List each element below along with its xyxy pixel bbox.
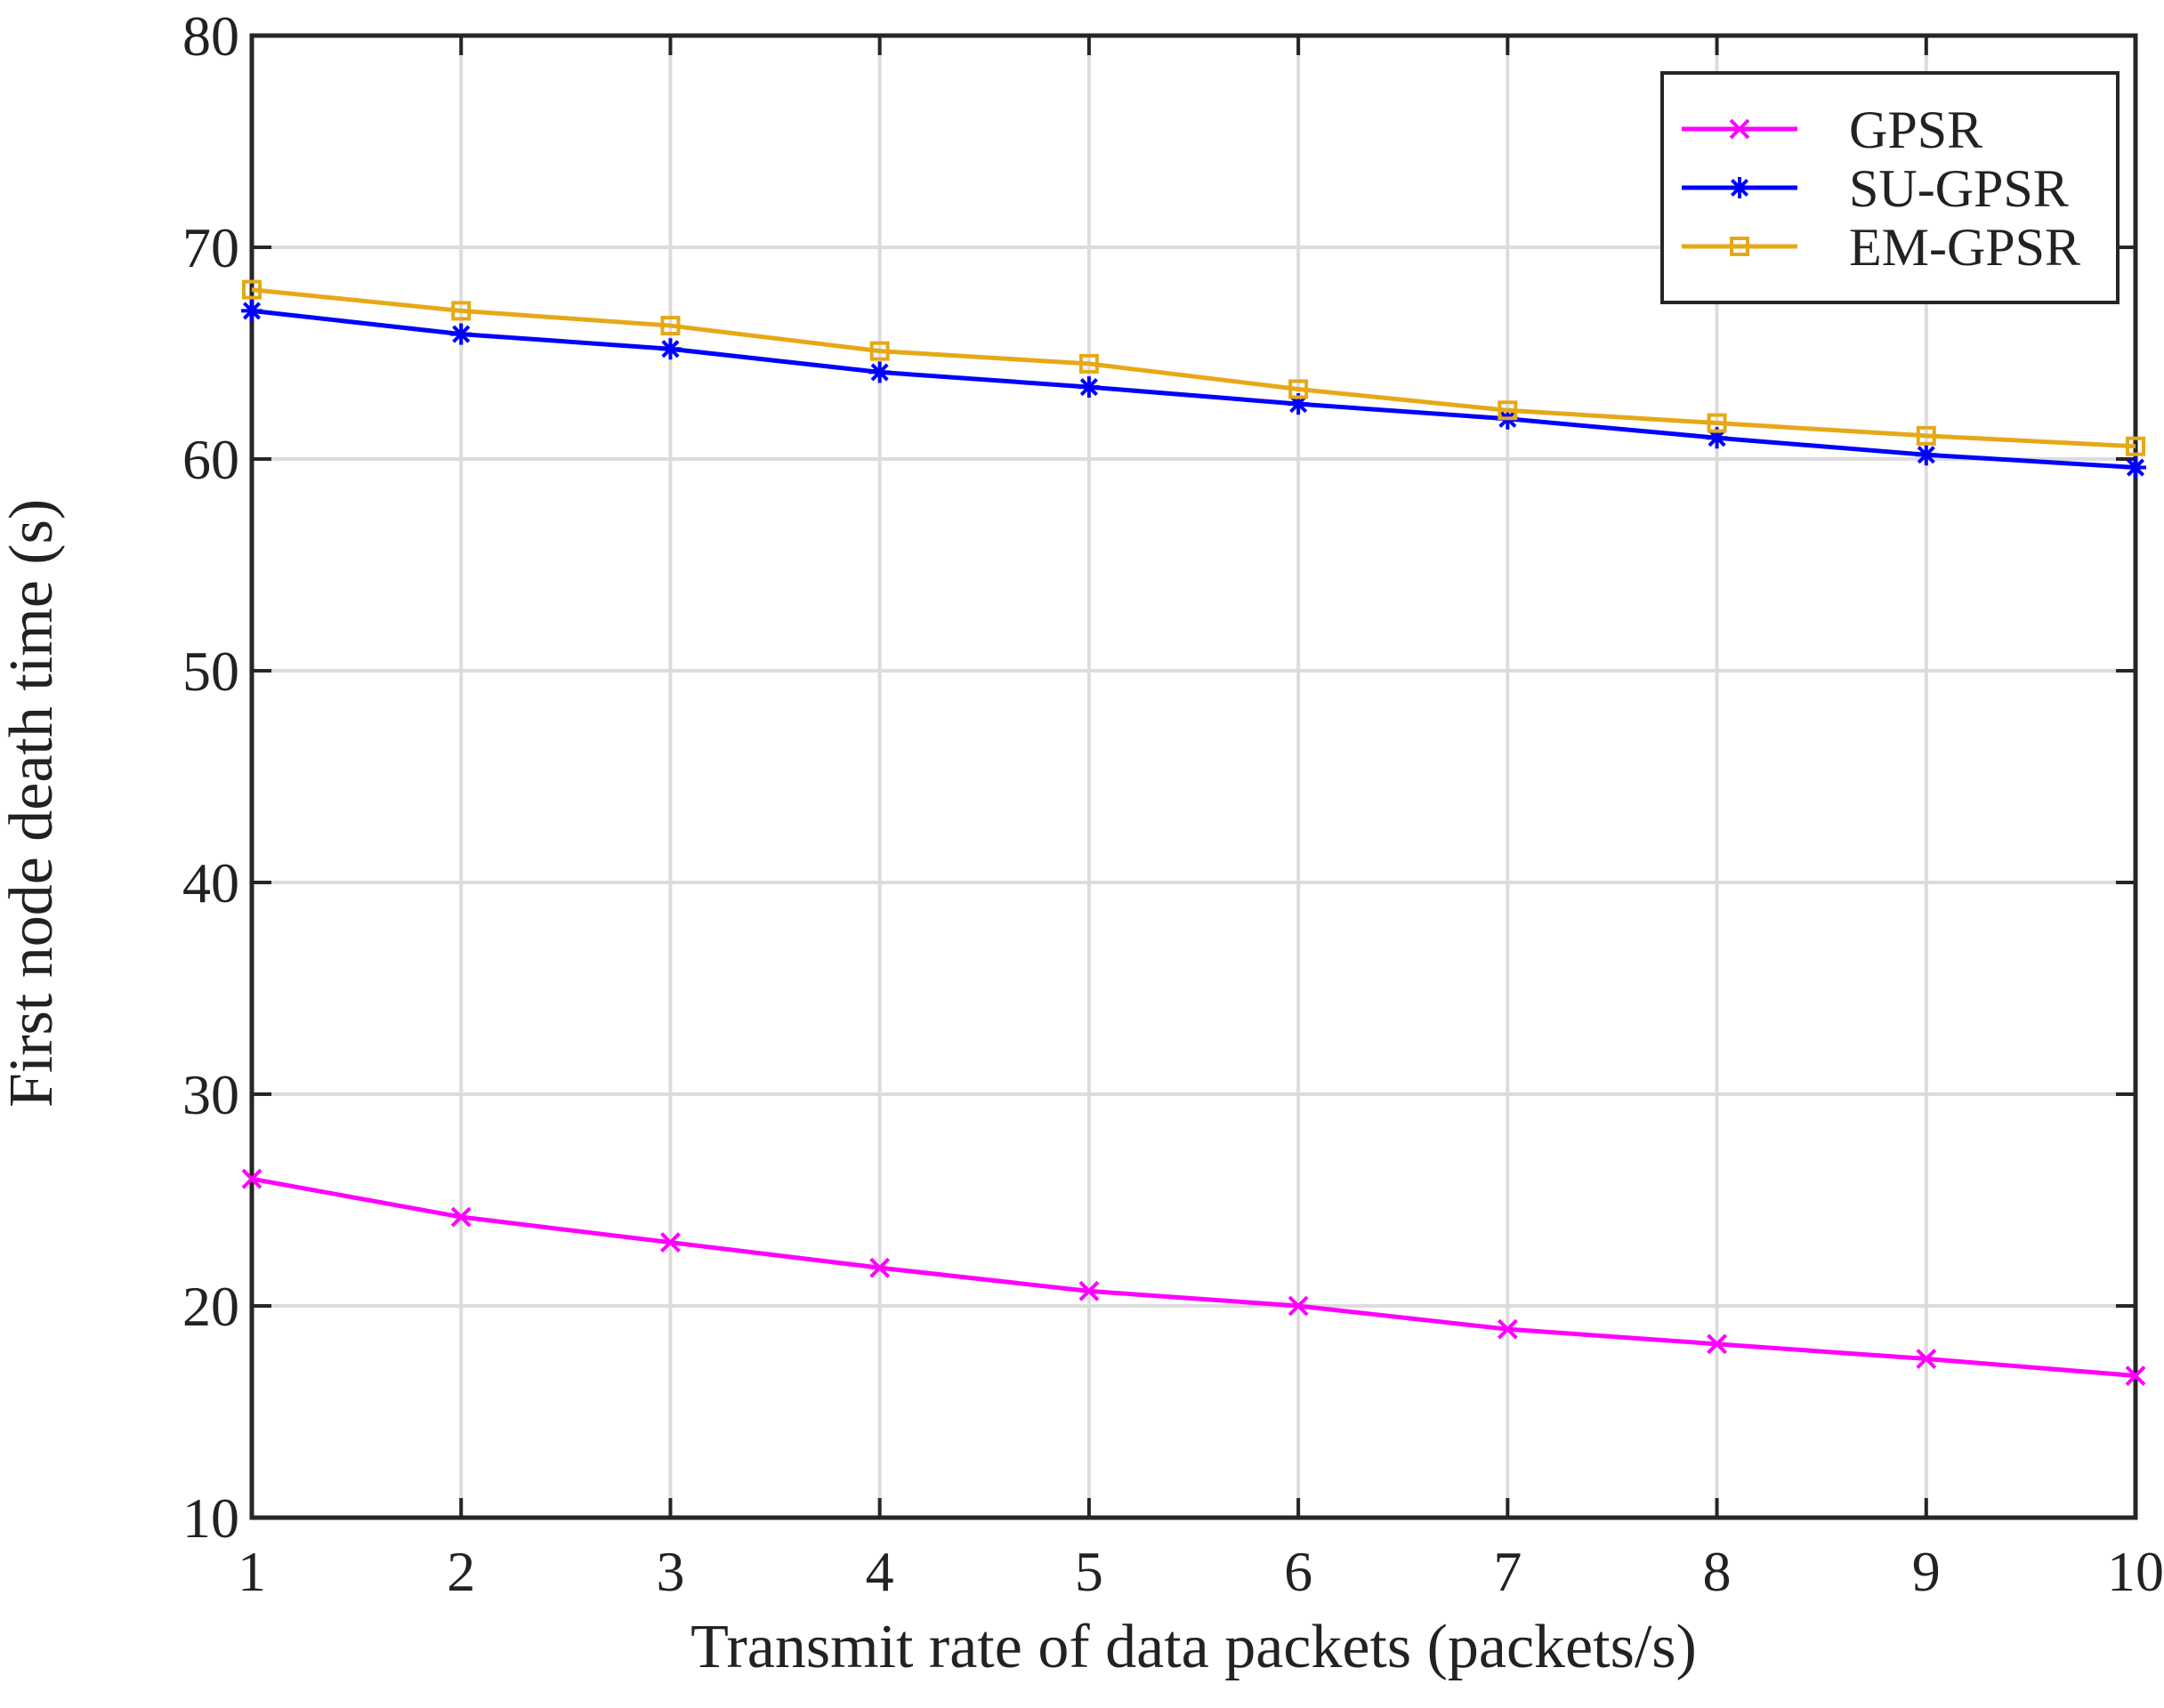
data-point — [1497, 1318, 1518, 1340]
data-point — [1916, 1349, 1937, 1369]
marker-stroke — [1730, 178, 1749, 197]
x-tick-label: 1 — [238, 1540, 266, 1603]
marker-stroke — [1917, 446, 1935, 464]
x-axis-title: Transmit rate of data packets (packets/s… — [690, 1613, 1697, 1681]
data-point — [660, 1232, 681, 1253]
legend-label: EM-GPSR — [1849, 218, 2080, 277]
marker-stroke — [1916, 1349, 1937, 1369]
legend-swatch-marker — [1730, 237, 1749, 256]
data-point — [660, 316, 681, 336]
data-point — [868, 361, 891, 383]
marker-stroke — [1078, 353, 1099, 374]
data-point — [1078, 1280, 1100, 1301]
marker-stroke — [869, 341, 890, 361]
data-point — [450, 323, 472, 345]
data-point — [659, 338, 682, 360]
data-point — [2125, 1366, 2146, 1386]
marker-stroke — [1079, 378, 1098, 397]
data-point — [1288, 1295, 1309, 1317]
y-tick-label: 20 — [182, 1275, 239, 1338]
legend-entry-em-gpsr: EM-GPSR — [1682, 218, 2080, 277]
data-point — [451, 301, 472, 321]
marker-stroke — [870, 363, 889, 382]
x-tick-label: 3 — [656, 1540, 684, 1603]
series-line — [251, 287, 2136, 449]
series-em-gpsr — [242, 279, 2145, 456]
marker-stroke — [1288, 379, 1309, 399]
data-point — [1078, 353, 1099, 374]
series-gpsr — [241, 1168, 2146, 1386]
x-tick-label: 10 — [2107, 1540, 2164, 1603]
data-point — [241, 300, 262, 322]
y-tick-label: 60 — [182, 428, 239, 491]
marker-stroke — [451, 301, 472, 321]
axis-ticks: 1 2 3 4 5 6 7 8 9 10 10 20 30 40 50 60 70 80 — [182, 4, 2164, 1603]
marker-stroke — [2126, 436, 2145, 456]
marker-stroke — [1497, 1318, 1518, 1340]
x-tick-label: 8 — [1703, 1540, 1732, 1603]
y-tick-label: 40 — [182, 851, 239, 914]
marker-stroke — [869, 1257, 891, 1278]
marker-stroke — [2125, 1366, 2146, 1386]
marker-stroke — [1707, 413, 1727, 433]
marker-stroke — [1078, 1280, 1100, 1301]
x-tick-label: 6 — [1284, 1540, 1312, 1603]
series-layer — [241, 279, 2146, 1386]
marker-stroke — [242, 279, 262, 300]
marker-stroke — [661, 340, 680, 359]
marker-stroke — [1707, 1333, 1727, 1355]
data-point — [1288, 379, 1309, 399]
data-point — [1916, 425, 1936, 446]
y-tick-label: 80 — [182, 4, 239, 68]
x-tick-label: 9 — [1912, 1540, 1941, 1603]
series-line — [251, 1176, 2136, 1379]
x-tick-label: 4 — [866, 1540, 894, 1603]
data-point — [1078, 376, 1100, 399]
y-axis-title: First node death time (s) — [0, 499, 66, 1108]
marker-stroke — [1729, 118, 1750, 140]
marker-stroke — [1498, 400, 1518, 421]
series-line — [251, 308, 2136, 471]
data-point — [869, 341, 890, 361]
x-tick-label: 2 — [447, 1540, 475, 1603]
data-point — [2125, 456, 2146, 479]
y-tick-label: 30 — [182, 1063, 239, 1126]
legend-entry-su-gpsr: SU-GPSR — [1682, 159, 2069, 218]
marker-stroke — [660, 316, 681, 336]
y-tick-label: 70 — [182, 216, 239, 279]
data-point — [1707, 413, 1727, 433]
marker-stroke — [1916, 425, 1936, 446]
data-point — [450, 1206, 472, 1228]
marker-stroke — [660, 1232, 681, 1253]
series-su-gpsr — [241, 300, 2146, 479]
marker-stroke — [242, 302, 262, 320]
marker-stroke — [452, 325, 471, 343]
data-point — [1498, 400, 1518, 421]
marker-stroke — [1730, 237, 1749, 256]
data-point — [241, 1168, 262, 1189]
plot-frame — [249, 33, 2138, 1520]
data-point — [1915, 444, 1937, 466]
data-point — [1707, 1333, 1727, 1355]
marker-stroke — [2126, 458, 2145, 477]
data-point — [242, 279, 262, 300]
legend-swatch-marker — [1729, 118, 1750, 140]
x-tick-label: 7 — [1493, 1540, 1522, 1603]
marker-stroke — [1288, 1295, 1309, 1317]
y-tick-label: 10 — [182, 1486, 239, 1550]
legend-label: GPSR — [1849, 101, 1982, 159]
marker-stroke — [450, 1206, 472, 1228]
legend-entry-gpsr: GPSR — [1682, 101, 1982, 159]
marker-stroke — [241, 1168, 262, 1189]
x-tick-label: 5 — [1075, 1540, 1103, 1603]
legend-swatch-marker — [1729, 177, 1750, 198]
y-tick-label: 50 — [182, 640, 239, 703]
data-point — [2126, 436, 2145, 456]
legend-label: SU-GPSR — [1849, 159, 2069, 218]
data-point — [869, 1257, 891, 1278]
